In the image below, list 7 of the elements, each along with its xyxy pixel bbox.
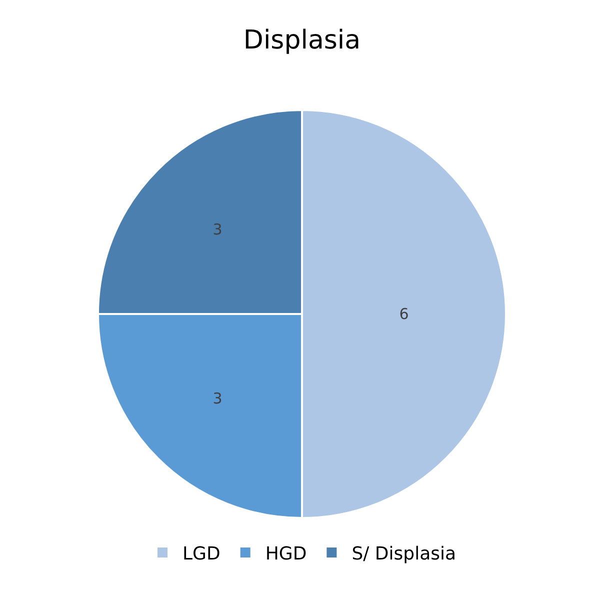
chart-title: Displasia [243,26,361,56]
legend-label: LGD [182,544,220,565]
data-label: 3 [212,390,222,408]
data-label: 3 [212,220,222,238]
legend-label: HGD [265,544,307,565]
data-label: 6 [399,305,409,323]
legend-label: S/ Displasia [352,544,456,565]
